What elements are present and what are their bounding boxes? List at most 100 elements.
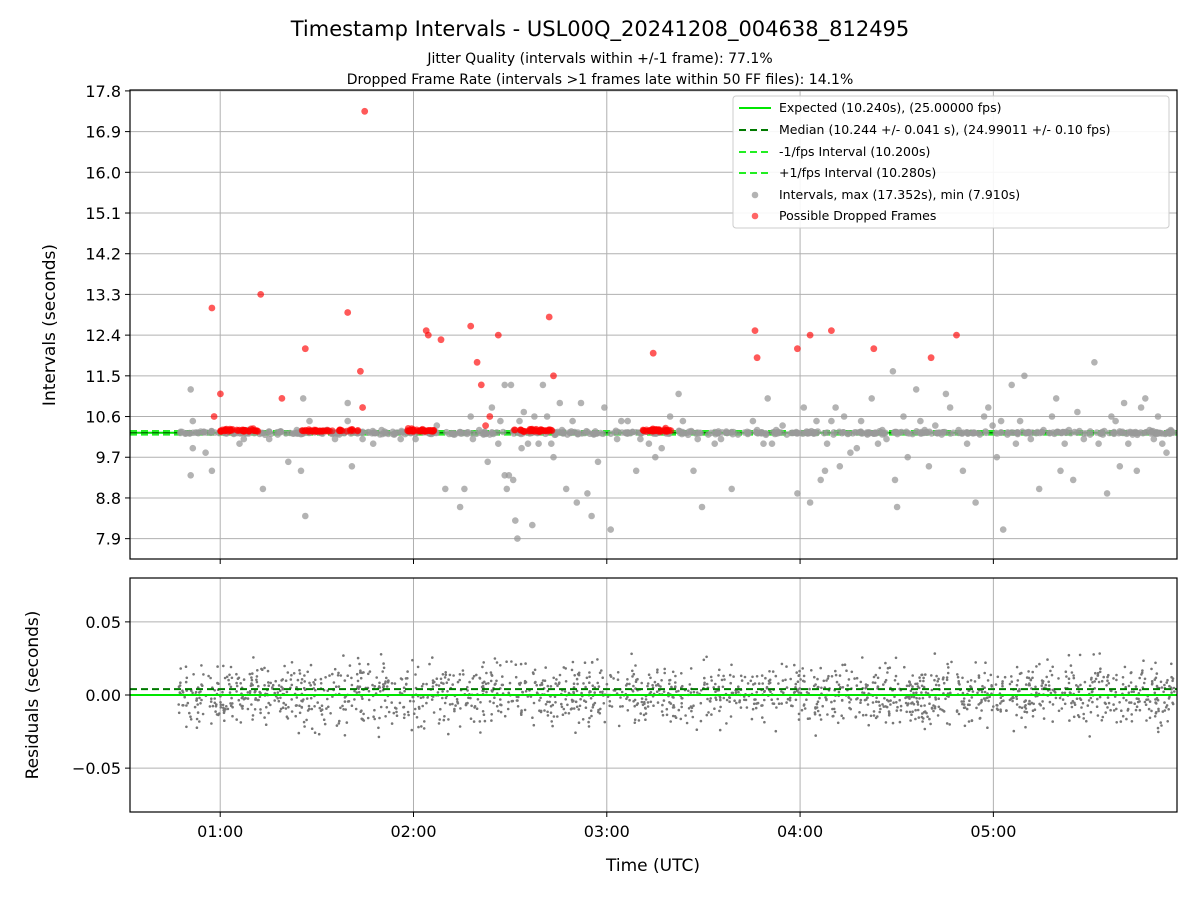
residual-point [732,675,735,678]
residual-point [990,684,993,687]
residual-point [350,676,353,680]
residual-point [356,685,360,688]
residual-point [818,713,822,717]
residual-point [1153,715,1157,718]
residual-point [712,686,715,689]
interval-point [632,467,640,475]
residual-point [246,691,250,694]
residual-point [1146,698,1150,701]
residual-point [406,710,410,714]
residual-point [341,704,344,708]
residual-point [307,704,311,708]
residual-point [675,690,678,693]
residual-point [1107,701,1111,705]
residual-point [715,698,718,702]
residual-point [442,682,445,685]
residual-point [283,664,286,668]
residual-point [1112,677,1115,680]
residual-point [1097,680,1101,684]
residual-point [743,698,746,702]
residual-point [430,698,434,701]
residual-point [1155,696,1159,700]
interval-point [1167,426,1175,434]
residual-point [303,725,306,728]
residual-point [792,691,796,694]
residual-point [213,701,217,705]
residual-point [1047,680,1050,684]
residual-point [258,690,262,694]
residual-point [834,673,838,677]
residual-point [514,663,518,666]
residual-point [1138,676,1141,680]
residual-point [903,665,906,669]
residual-point [378,716,381,720]
residuals-y-tick-label: 0.00 [85,686,121,705]
residual-point [1085,719,1088,723]
residual-point [761,704,764,707]
residual-point [258,695,262,698]
interval-point [999,526,1007,533]
residual-point [680,702,683,705]
intervals-y-tick-label: 7.9 [96,530,121,549]
residual-point [963,706,967,709]
residual-point [714,682,717,686]
residual-point [290,710,294,713]
residual-point [668,701,671,704]
residual-point [178,684,182,687]
residual-point [1023,700,1026,703]
residual-point [803,707,807,710]
residual-point [524,690,528,693]
residual-point [393,682,397,685]
residual-point [181,691,185,694]
residual-point [584,706,588,709]
residual-point [877,700,881,704]
residual-point [407,713,410,717]
interval-point [501,381,509,389]
residual-point [636,702,640,705]
residual-point [714,690,717,693]
residual-point [1134,708,1138,712]
interval-point [267,430,275,438]
residual-point [937,697,940,700]
residual-point [531,716,534,719]
residual-point [535,683,538,687]
residual-point [1147,707,1151,711]
residual-point [1154,676,1158,680]
residual-point [827,674,830,678]
residual-point [797,718,801,721]
x-tick-label: 01:00 [197,822,243,841]
interval-point [997,417,1005,425]
residual-point [339,706,342,710]
residual-point [636,677,639,681]
residual-point [680,705,683,709]
residual-point [251,714,255,717]
residual-point [246,707,250,711]
residual-point [189,718,193,721]
residual-point [692,690,696,694]
residual-point [840,699,844,702]
dropped-frame-point [228,427,236,434]
residual-point [541,679,545,682]
residual-point [591,706,595,709]
residual-point [355,691,359,694]
residual-point [878,704,881,707]
interval-point [679,417,687,425]
residual-point [312,681,315,684]
residual-point [548,700,551,704]
residual-point [977,676,981,679]
residual-point [770,698,773,701]
residual-point [572,690,575,694]
residual-point [445,681,449,684]
residual-point [696,691,699,694]
legend-median-label: Median (10.244 +/- 0.041 s), (24.99011 +… [779,122,1110,137]
interval-point [467,413,475,420]
residual-point [657,684,660,687]
residual-point [837,683,841,686]
interval-point [274,431,282,438]
residual-point [519,662,523,666]
residual-point [402,716,406,720]
residual-point [1045,675,1048,679]
residual-point [284,679,288,682]
residual-point [198,696,201,700]
residual-point [213,689,216,692]
